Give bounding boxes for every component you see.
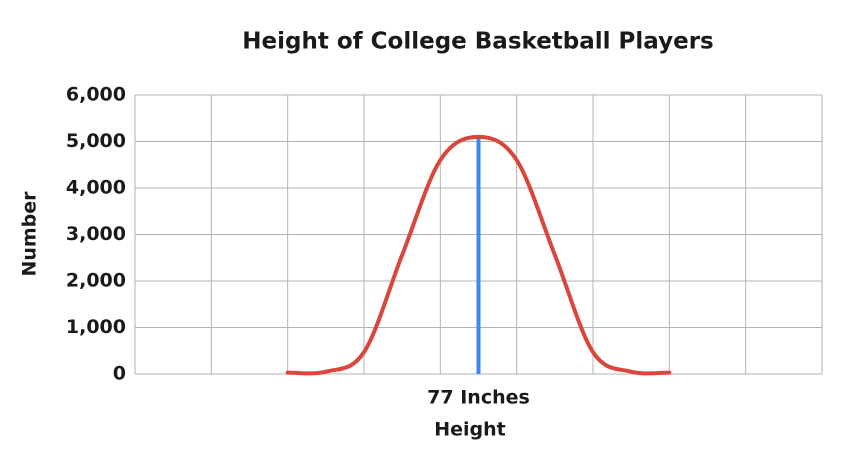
line-series: [285, 134, 672, 376]
y-tick-label: 2,000: [66, 270, 126, 292]
y-tick-label: 6,000: [66, 84, 126, 106]
y-tick-label: 1,000: [66, 316, 126, 338]
y-tick-label: 3,000: [66, 223, 126, 245]
chart-title: Height of College Basketball Players: [242, 29, 713, 55]
x-axis-label: Height: [434, 419, 506, 441]
y-axis-label: Number: [19, 191, 41, 277]
y-tick-label: 5,000: [66, 130, 126, 152]
x-tick-label: 77 Inches: [427, 387, 530, 409]
y-tick-label: 0: [113, 363, 126, 385]
y-tick-label: 4,000: [66, 177, 126, 199]
